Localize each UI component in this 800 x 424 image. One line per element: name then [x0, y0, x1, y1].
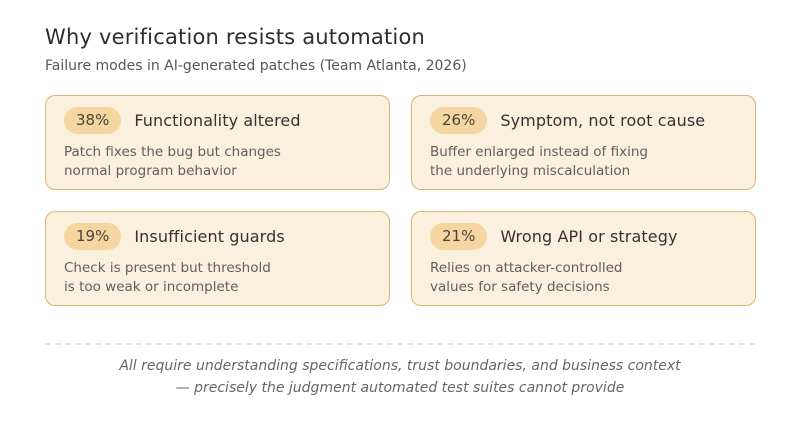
footer-note-line-1: All require understanding specifications…	[119, 358, 681, 374]
card-description: Patch fixes the bug but changes normal p…	[64, 144, 281, 179]
percent-badge: 26%	[430, 107, 488, 134]
card-description: Check is present but threshold is too we…	[64, 260, 271, 295]
card-title: Wrong API or strategy	[500, 227, 678, 246]
card-description: Relies on attacker-controlled values for…	[430, 260, 623, 295]
page-title: Why verification resists automation	[45, 25, 426, 49]
card-header: 26% Symptom, not root cause	[430, 107, 737, 134]
footer-note-line-2: — precisely the judgment automated test …	[175, 380, 625, 396]
card-insufficient-guards: 19% Insufficient guards Check is present…	[45, 211, 390, 306]
card-header: 21% Wrong API or strategy	[430, 223, 737, 250]
percent-badge: 38%	[64, 107, 122, 134]
card-functionality-altered: 38% Functionality altered Patch fixes th…	[45, 95, 390, 190]
percent-badge: 19%	[64, 223, 122, 250]
dashed-divider	[45, 343, 755, 345]
card-header: 38% Functionality altered	[64, 107, 371, 134]
card-header: 19% Insufficient guards	[64, 223, 371, 250]
page-subtitle: Failure modes in AI-generated patches (T…	[45, 58, 467, 74]
card-title: Symptom, not root cause	[500, 111, 706, 130]
card-title: Insufficient guards	[134, 227, 285, 246]
failure-mode-cards: 38% Functionality altered Patch fixes th…	[45, 95, 756, 306]
card-description: Buffer enlarged instead of fixing the un…	[430, 144, 648, 179]
percent-badge: 21%	[430, 223, 488, 250]
footer-note: All require understanding specifications…	[0, 355, 800, 399]
header: Why verification resists automation Fail…	[0, 0, 800, 75]
card-wrong-api-or-strategy: 21% Wrong API or strategy Relies on atta…	[411, 211, 756, 306]
card-symptom-not-root-cause: 26% Symptom, not root cause Buffer enlar…	[411, 95, 756, 190]
card-title: Functionality altered	[134, 111, 301, 130]
